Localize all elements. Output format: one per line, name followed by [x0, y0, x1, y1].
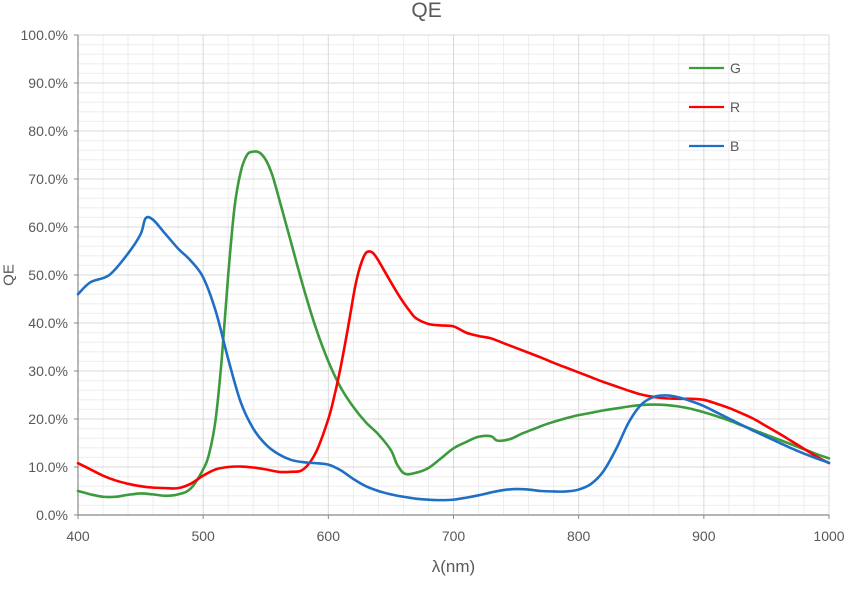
- svg-text:R: R: [730, 99, 740, 115]
- svg-text:70.0%: 70.0%: [28, 171, 68, 187]
- svg-text:800: 800: [567, 528, 591, 544]
- svg-text:80.0%: 80.0%: [28, 123, 68, 139]
- svg-text:G: G: [730, 60, 741, 76]
- svg-text:1000: 1000: [813, 528, 844, 544]
- svg-text:50.0%: 50.0%: [28, 267, 68, 283]
- svg-text:700: 700: [442, 528, 466, 544]
- svg-text:900: 900: [692, 528, 716, 544]
- svg-text:90.0%: 90.0%: [28, 75, 68, 91]
- svg-text:500: 500: [191, 528, 215, 544]
- svg-text:B: B: [730, 138, 739, 154]
- svg-text:400: 400: [66, 528, 90, 544]
- svg-text:30.0%: 30.0%: [28, 363, 68, 379]
- svg-text:600: 600: [317, 528, 341, 544]
- svg-text:40.0%: 40.0%: [28, 315, 68, 331]
- svg-text:QE: QE: [1, 264, 18, 286]
- svg-text:QE: QE: [411, 0, 441, 22]
- svg-text:100.0%: 100.0%: [21, 27, 68, 43]
- svg-text:λ(nm): λ(nm): [432, 557, 475, 576]
- svg-text:10.0%: 10.0%: [28, 459, 68, 475]
- svg-text:0.0%: 0.0%: [36, 507, 68, 523]
- svg-text:20.0%: 20.0%: [28, 411, 68, 427]
- svg-text:60.0%: 60.0%: [28, 219, 68, 235]
